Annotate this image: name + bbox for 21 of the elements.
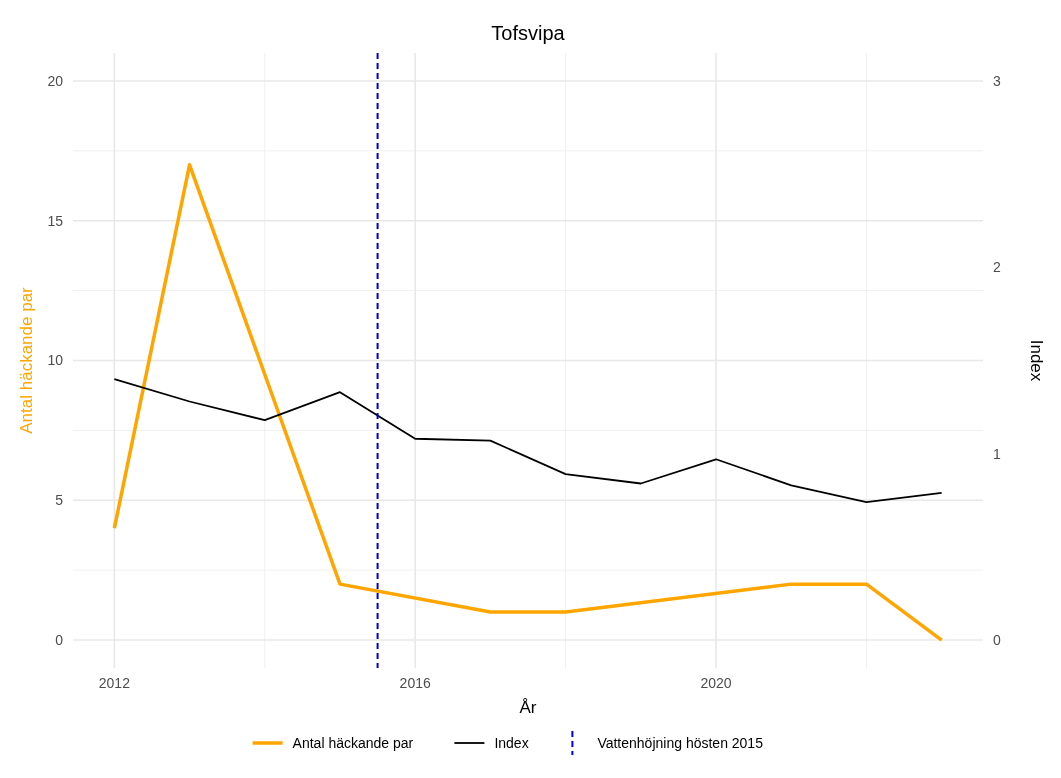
x-axis-title: År	[519, 698, 537, 717]
y-tick-label: 10	[47, 352, 64, 369]
x-tick-label: 2020	[700, 675, 732, 691]
legend-label: Vattenhöjning hösten 2015	[597, 734, 764, 751]
y2-tick-label: 0	[993, 631, 1001, 648]
y-tick-label: 0	[55, 631, 64, 648]
y-tick-label: 5	[55, 492, 64, 509]
y-axis-title: Antal häckande par	[17, 286, 36, 434]
y2-tick-label: 3	[993, 72, 1001, 89]
chart-title: Tofsvipa	[491, 22, 566, 44]
y-tick-label: 20	[47, 72, 64, 89]
line-series	[113, 378, 943, 504]
legend-label: Antal häckande par	[292, 734, 414, 751]
line-series	[112, 163, 944, 642]
y-tick-label: 15	[47, 212, 64, 229]
y2-tick-label: 2	[993, 259, 1001, 276]
legend-label: Index	[494, 734, 529, 751]
x-tick-label: 2012	[98, 675, 131, 691]
x-tick-label: 2016	[399, 675, 431, 691]
y2-tick-label: 1	[993, 445, 1001, 462]
y2-axis-title: Index	[1027, 339, 1046, 382]
